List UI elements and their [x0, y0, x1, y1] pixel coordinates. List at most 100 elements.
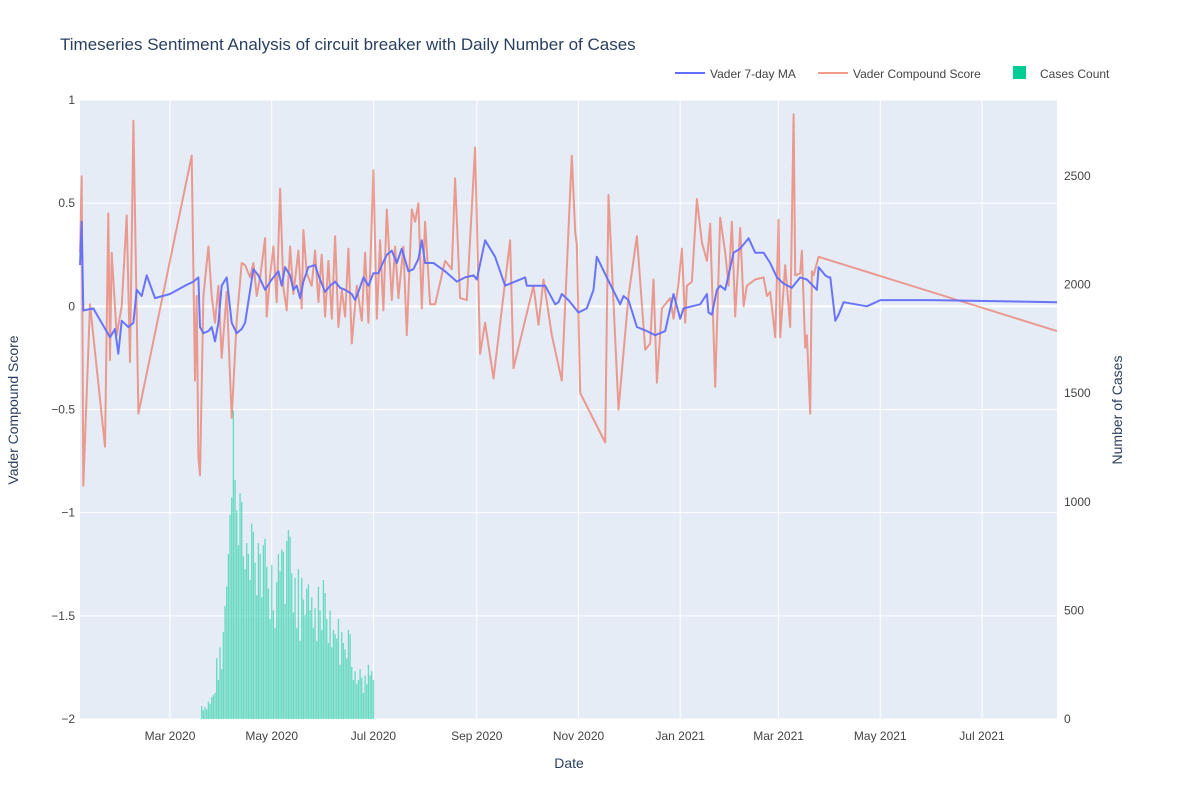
cases-bar[interactable]: [246, 543, 248, 719]
legend-item-cases[interactable]: Cases Count: [1013, 66, 1110, 81]
cases-bar[interactable]: [347, 629, 350, 719]
cases-bar[interactable]: [299, 640, 301, 719]
cases-bar[interactable]: [217, 679, 220, 719]
cases-bar[interactable]: [331, 647, 333, 719]
cases-bar[interactable]: [211, 697, 213, 719]
cases-bar[interactable]: [281, 549, 283, 719]
cases-bar[interactable]: [242, 556, 245, 719]
cases-bar[interactable]: [239, 493, 241, 719]
cases-bar[interactable]: [236, 510, 238, 719]
cases-bar[interactable]: [332, 629, 335, 719]
cases-bar[interactable]: [312, 627, 315, 719]
cases-bar[interactable]: [264, 538, 266, 719]
cases-bar[interactable]: [202, 710, 205, 719]
cases-bar[interactable]: [366, 684, 368, 719]
cases-bar[interactable]: [247, 553, 250, 719]
cases-bar[interactable]: [271, 564, 273, 719]
cases-bar[interactable]: [349, 634, 351, 719]
cases-bar[interactable]: [249, 579, 251, 719]
cases-bar[interactable]: [241, 501, 243, 719]
cases-bar[interactable]: [301, 577, 303, 719]
cases-bar[interactable]: [307, 584, 310, 719]
cases-bar[interactable]: [276, 582, 278, 719]
cases-bar[interactable]: [284, 603, 286, 719]
cases-bar[interactable]: [371, 671, 373, 719]
cases-bar[interactable]: [227, 553, 230, 719]
cases-bar[interactable]: [274, 627, 276, 719]
cases-bar[interactable]: [292, 612, 295, 719]
cases-bar[interactable]: [309, 610, 311, 719]
cases-bar[interactable]: [316, 640, 318, 719]
cases-bar[interactable]: [262, 545, 265, 719]
cases-bar[interactable]: [212, 695, 215, 719]
cases-bars[interactable]: [201, 410, 375, 719]
cases-bar[interactable]: [341, 632, 343, 719]
cases-bar[interactable]: [221, 669, 223, 719]
cases-bar[interactable]: [346, 658, 348, 719]
cases-bar[interactable]: [207, 701, 210, 719]
cases-bar[interactable]: [369, 675, 371, 719]
cases-bar[interactable]: [289, 536, 291, 719]
cases-bar[interactable]: [231, 497, 233, 719]
legend-item-ma[interactable]: Vader 7-day MA: [675, 67, 796, 81]
cases-bar[interactable]: [266, 566, 268, 719]
cases-bar[interactable]: [237, 545, 240, 719]
cases-bar[interactable]: [336, 638, 338, 719]
cases-bar[interactable]: [319, 610, 321, 719]
cases-bar[interactable]: [356, 684, 358, 719]
cases-bar[interactable]: [224, 606, 226, 719]
cases-bar[interactable]: [362, 692, 365, 719]
cases-bar[interactable]: [254, 562, 256, 719]
moving-average-line[interactable]: [79, 220, 1058, 355]
cases-bar[interactable]: [339, 664, 341, 719]
cases-bar[interactable]: [354, 671, 356, 719]
cases-bar[interactable]: [352, 679, 355, 719]
cases-bar[interactable]: [277, 553, 280, 719]
cases-bar[interactable]: [216, 658, 218, 719]
cases-bar[interactable]: [327, 642, 330, 719]
cases-bar[interactable]: [334, 634, 336, 719]
cases-bar[interactable]: [234, 480, 236, 719]
legend-item-compound[interactable]: Vader Compound Score: [818, 67, 981, 81]
cases-bar[interactable]: [251, 523, 253, 719]
cases-bar[interactable]: [204, 707, 206, 719]
cases-bar[interactable]: [267, 588, 270, 719]
cases-bar[interactable]: [311, 597, 313, 719]
cases-bar[interactable]: [297, 569, 300, 719]
cases-bar[interactable]: [261, 597, 263, 719]
cases-bar[interactable]: [219, 647, 221, 719]
cases-bar[interactable]: [259, 553, 261, 719]
cases-bar[interactable]: [357, 679, 360, 719]
cases-bar[interactable]: [226, 586, 228, 719]
cases-bar[interactable]: [337, 619, 340, 719]
cases-bar[interactable]: [222, 632, 225, 719]
cases-bar[interactable]: [296, 627, 298, 719]
cases-bar[interactable]: [314, 608, 316, 719]
cases-bar[interactable]: [257, 543, 260, 719]
cases-bar[interactable]: [317, 586, 320, 719]
cases-bar[interactable]: [302, 599, 305, 719]
cases-bar[interactable]: [324, 593, 326, 719]
cases-bar[interactable]: [342, 642, 345, 719]
cases-bar[interactable]: [214, 692, 216, 719]
cases-bar[interactable]: [252, 532, 255, 719]
cases-bar[interactable]: [282, 551, 285, 719]
cases-bar[interactable]: [201, 705, 203, 719]
cases-bar[interactable]: [286, 540, 288, 719]
cases-bar[interactable]: [344, 649, 346, 719]
cases-bar[interactable]: [272, 610, 275, 719]
cases-bar[interactable]: [359, 669, 361, 719]
cases-bar[interactable]: [229, 514, 231, 719]
cases-bar[interactable]: [364, 675, 366, 719]
cases-bar[interactable]: [232, 410, 235, 719]
cases-bar[interactable]: [326, 619, 328, 719]
cases-bar[interactable]: [209, 703, 211, 719]
cases-bar[interactable]: [329, 610, 331, 719]
cases-bar[interactable]: [304, 614, 306, 719]
cases-bar[interactable]: [372, 679, 375, 719]
cases-bar[interactable]: [279, 571, 281, 719]
cases-bar[interactable]: [294, 577, 296, 719]
cases-bar[interactable]: [291, 573, 293, 719]
cases-bar[interactable]: [361, 677, 363, 719]
cases-bar[interactable]: [367, 664, 370, 719]
